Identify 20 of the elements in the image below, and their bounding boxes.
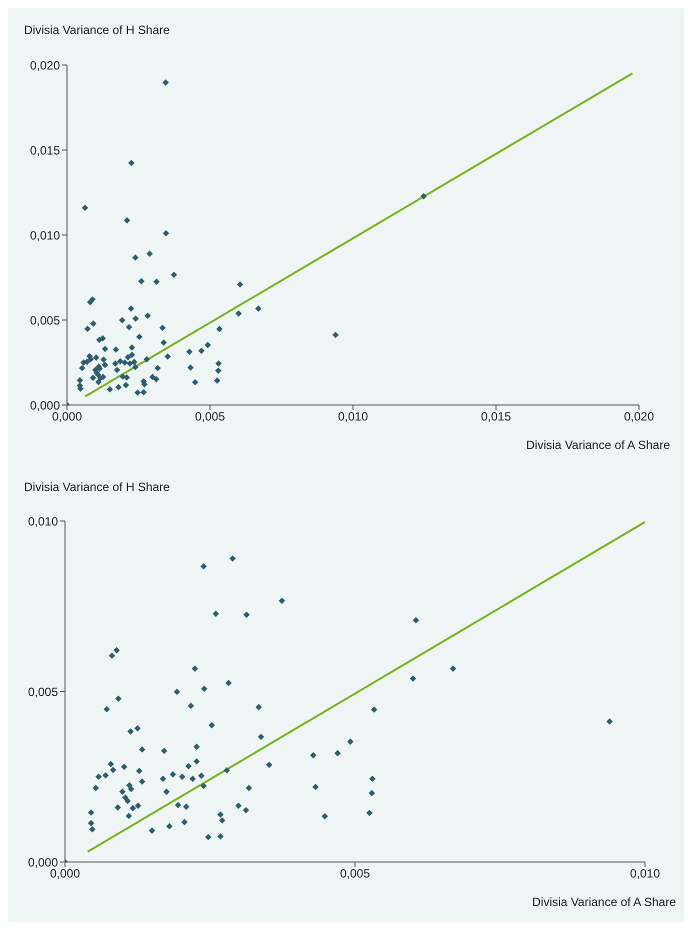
y-tick-label: 0,010 [30, 228, 60, 242]
x-tick-label: 0,020 [624, 410, 654, 424]
y-tick-label: 0,000 [30, 398, 60, 412]
x-axis-title: Divisia Variance of A Share [532, 895, 676, 909]
y-tick-label: 0,005 [28, 684, 58, 699]
y-tick-label: 0,015 [30, 143, 60, 158]
y-tick-label: 0,020 [30, 58, 60, 72]
x-tick-label: 0,005 [194, 410, 226, 424]
y-axis-title: Divisia Variance of H Share [24, 23, 170, 37]
x-tick-label: 0,000 [50, 866, 80, 881]
x-tick-label: 0,005 [340, 866, 370, 881]
x-tick-label: 0,010 [338, 410, 368, 424]
y-axis-title: Divisia Variance of H Share [24, 480, 170, 494]
y-tick-label: 0,010 [28, 514, 58, 528]
x-tick-label: 0,000 [52, 410, 82, 424]
x-tick-label: 0,015 [480, 410, 512, 424]
y-tick-label: 0,005 [30, 313, 60, 328]
x-tick-label: 0,010 [630, 866, 660, 881]
x-axis-title: Divisia Variance of A Share [526, 438, 670, 452]
y-tick-label: 0,000 [28, 855, 58, 870]
